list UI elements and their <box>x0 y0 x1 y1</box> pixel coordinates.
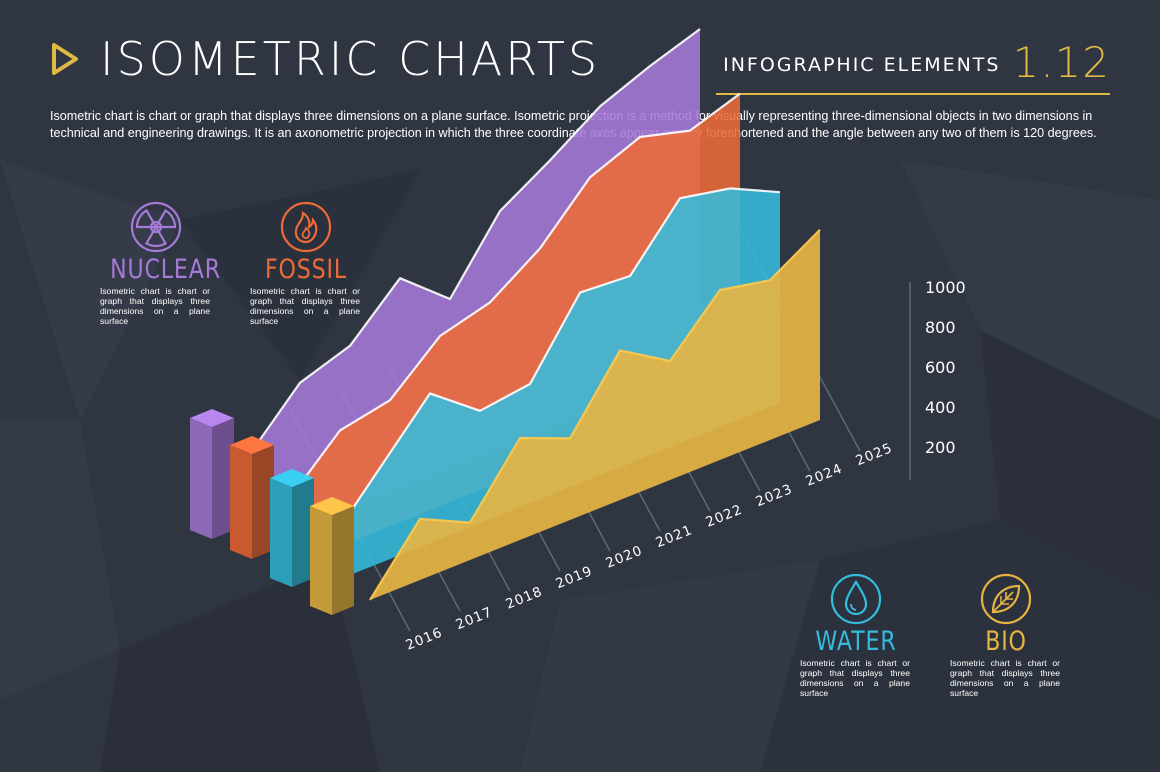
y-tick-label: 1000 <box>925 278 966 297</box>
header: ISOMETRIC CHARTS INFOGRAPHIC ELEMENTS 1.1… <box>50 30 1110 92</box>
subtitle-group: INFOGRAPHIC ELEMENTS 1.12 <box>723 38 1110 87</box>
x-tick-label: 2021 <box>654 522 696 551</box>
flame-icon <box>280 201 332 253</box>
title-rule <box>716 93 1110 95</box>
legend-bars <box>190 409 354 615</box>
x-tick-label: 2023 <box>754 481 796 510</box>
legend-item-water: WATER Isometric chart is chart or graph … <box>800 572 912 698</box>
x-tick-label: 2019 <box>554 563 596 592</box>
x-tick-label: 2018 <box>504 584 546 613</box>
x-tick-label: 2017 <box>454 604 496 633</box>
series-line-fossil <box>289 92 741 499</box>
series-line-nuclear <box>249 28 701 455</box>
version-number: 1.12 <box>1012 38 1110 87</box>
legend-prism-bio <box>310 497 354 615</box>
y-axis: 200 400 600 800 1000 <box>909 278 966 480</box>
legend-prism-nuclear <box>190 409 234 539</box>
legend-description: Isometric chart is chart or graph that d… <box>100 286 210 326</box>
legend-label: BIO <box>985 626 1027 657</box>
play-triangle-icon <box>52 43 78 75</box>
x-tick-label: 2016 <box>404 625 446 654</box>
legend-item-bio: BIO Isometric chart is chart or graph th… <box>950 572 1062 698</box>
series-layers <box>249 28 821 601</box>
radiation-icon <box>130 201 182 253</box>
legend-label: FOSSIL <box>264 254 348 285</box>
y-tick-label: 400 <box>925 398 956 417</box>
y-tick-label: 200 <box>925 438 956 457</box>
series-area-water <box>330 188 780 583</box>
series-line-water <box>329 187 781 543</box>
legend-description: Isometric chart is chart or graph that d… <box>950 658 1060 698</box>
y-tick-label: 600 <box>925 358 956 377</box>
series-area-bio <box>370 229 820 600</box>
description-paragraph: Isometric chart is chart or graph that d… <box>50 109 1097 140</box>
legend-label: NUCLEAR <box>110 254 221 285</box>
water-drop-icon <box>830 573 882 625</box>
x-tick-label: 2020 <box>604 543 646 572</box>
legend-item-fossil: FOSSIL Isometric chart is chart or graph… <box>250 200 362 326</box>
legend-description: Isometric chart is chart or graph that d… <box>250 286 360 326</box>
x-tick-label: 2025 <box>854 440 896 469</box>
x-tick-label: 2024 <box>804 461 846 490</box>
legend-item-nuclear: NUCLEAR Isometric chart is chart or grap… <box>100 200 221 326</box>
subtitle: INFOGRAPHIC ELEMENTS <box>723 54 1001 76</box>
x-tick-label: 2022 <box>704 502 746 531</box>
legend-prism-fossil <box>230 436 274 559</box>
page-title: ISOMETRIC CHARTS <box>100 32 601 86</box>
legend-prism-water <box>270 469 314 587</box>
leaf-icon <box>980 573 1032 625</box>
legend-description: Isometric chart is chart or graph that d… <box>800 658 910 698</box>
legend-label: WATER <box>815 626 897 657</box>
series-line-bio <box>369 228 821 601</box>
y-tick-label: 800 <box>925 318 956 337</box>
